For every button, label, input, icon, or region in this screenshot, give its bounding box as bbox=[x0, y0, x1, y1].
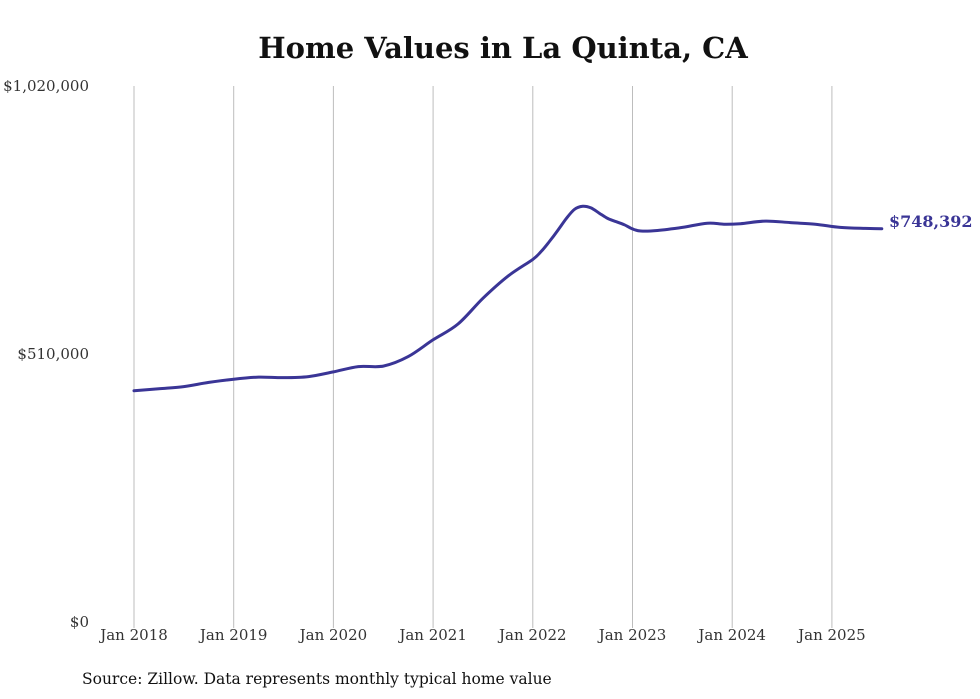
data-point-23 bbox=[590, 207, 592, 209]
x-tick-label-6: Jan 2024 bbox=[696, 626, 766, 644]
data-point-28 bbox=[631, 228, 633, 230]
data-point-24 bbox=[598, 212, 600, 214]
chart-title: Home Values in La Quinta, CA bbox=[258, 31, 748, 65]
data-point-5 bbox=[257, 376, 259, 378]
source-note: Source: Zillow. Data represents monthly … bbox=[82, 670, 552, 688]
data-point-35 bbox=[764, 220, 766, 222]
data-point-12 bbox=[432, 339, 434, 341]
data-point-4 bbox=[233, 378, 235, 380]
data-point-36 bbox=[789, 221, 791, 223]
end-value-label: $748,392 bbox=[889, 212, 973, 231]
data-point-16 bbox=[532, 258, 534, 260]
data-point-22 bbox=[582, 205, 584, 207]
data-point-26 bbox=[615, 220, 617, 222]
x-tick-label-3: Jan 2021 bbox=[397, 626, 467, 644]
data-point-17 bbox=[540, 250, 542, 252]
data-point-40 bbox=[881, 228, 883, 230]
data-point-27 bbox=[623, 224, 625, 226]
data-point-29 bbox=[640, 230, 642, 232]
data-point-34 bbox=[739, 223, 741, 225]
data-point-0 bbox=[133, 390, 135, 392]
x-axis: Jan 2018 Jan 2019 Jan 2020 Jan 2021 Jan 2022… bbox=[98, 626, 865, 644]
data-point-14 bbox=[482, 297, 484, 299]
x-tick-label-2: Jan 2020 bbox=[298, 626, 368, 644]
data-point-39 bbox=[864, 227, 866, 229]
data-point-25 bbox=[606, 217, 608, 219]
plot-area bbox=[132, 204, 884, 393]
data-point-9 bbox=[357, 365, 359, 367]
x-tick-label-5: Jan 2023 bbox=[597, 626, 667, 644]
y-axis: $0 $510,000 $1,020,000 bbox=[3, 77, 89, 631]
grid bbox=[133, 86, 833, 628]
data-point-18 bbox=[548, 240, 550, 242]
data-point-1 bbox=[158, 388, 160, 390]
data-point-32 bbox=[706, 222, 708, 224]
x-tick-label-1: Jan 2019 bbox=[198, 626, 268, 644]
data-point-2 bbox=[183, 385, 185, 387]
data-point-31 bbox=[681, 226, 683, 228]
data-point-6 bbox=[282, 376, 284, 378]
x-tick-label-0: Jan 2018 bbox=[98, 626, 168, 644]
y-tick-label-1: $510,000 bbox=[17, 345, 89, 363]
data-point-10 bbox=[382, 365, 384, 367]
data-point-3 bbox=[208, 381, 210, 383]
data-point-7 bbox=[307, 375, 309, 377]
data-point-11 bbox=[407, 355, 409, 357]
data-point-37 bbox=[814, 223, 816, 225]
data-point-21 bbox=[573, 208, 575, 210]
data-point-30 bbox=[656, 229, 658, 231]
data-point-15 bbox=[507, 275, 509, 277]
x-tick-label-7: Jan 2025 bbox=[796, 626, 866, 644]
y-tick-label-2: $1,020,000 bbox=[3, 77, 89, 95]
data-point-19 bbox=[557, 229, 559, 231]
data-point-33 bbox=[723, 223, 725, 225]
y-tick-label-0: $0 bbox=[70, 613, 89, 631]
data-point-38 bbox=[839, 226, 841, 228]
data-point-13 bbox=[457, 323, 459, 325]
x-tick-label-4: Jan 2022 bbox=[497, 626, 567, 644]
data-point-20 bbox=[565, 218, 567, 220]
data-point-8 bbox=[332, 371, 334, 373]
series-line-0 bbox=[132, 204, 884, 393]
